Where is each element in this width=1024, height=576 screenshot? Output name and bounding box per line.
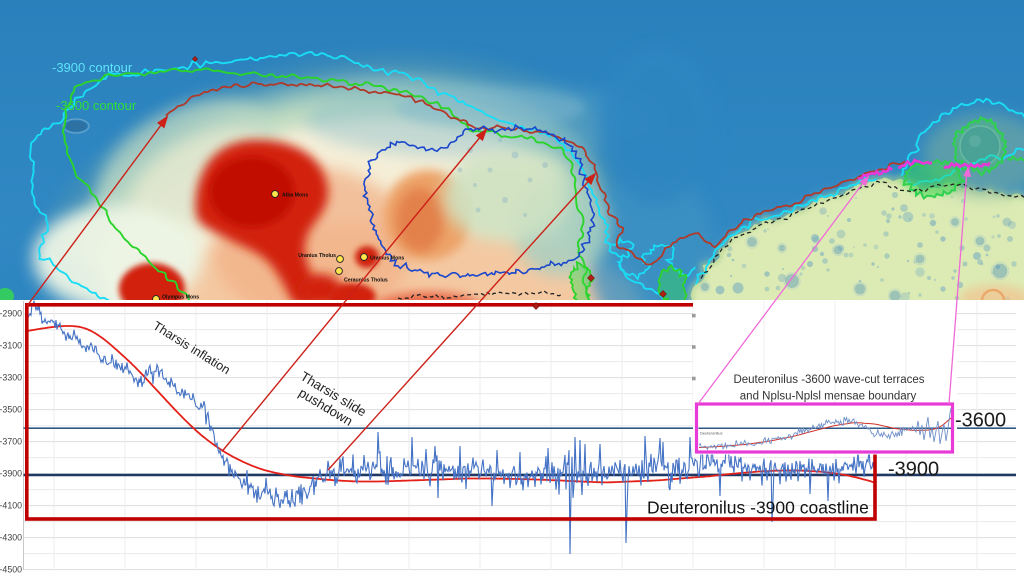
svg-text:Alba Mons: Alba Mons [282,193,308,199]
svg-text:Deuteronilus -3900 coastline: Deuteronilus -3900 coastline [647,498,869,518]
svg-text:-3600: -3600 [955,410,1006,432]
svg-text:and Nplsu-Nplsl mensae boundar: and Nplsu-Nplsl mensae boundary [740,391,917,403]
svg-text:-3700: -3700 [0,437,22,447]
svg-text:Uranius Tholus: Uranius Tholus [298,253,336,259]
svg-text:-3900: -3900 [888,459,939,481]
svg-text:Uranius Mons: Uranius Mons [370,256,404,262]
svg-text:-3300: -3300 [0,373,22,383]
svg-text:-2900: -2900 [0,309,22,319]
svg-text:-3500: -3500 [0,405,22,415]
svg-text:-4100: -4100 [0,501,22,511]
svg-text:-3900 contour: -3900 contour [52,60,133,75]
svg-text:-3900: -3900 [0,469,22,479]
svg-text:-3600 contour: -3600 contour [56,98,137,113]
svg-text:-3100: -3100 [0,341,22,351]
svg-text:-4500: -4500 [0,565,22,575]
svg-text:Olympus Mons: Olympus Mons [162,295,199,301]
svg-text:Deuteronilus -3600 wave-cut te: Deuteronilus -3600 wave-cut terraces [733,374,924,386]
svg-text:-4300: -4300 [0,533,22,543]
svg-text:Deuteronilus: Deuteronilus [700,431,722,436]
svg-text:Ceraunius Tholus: Ceraunius Tholus [344,278,388,284]
